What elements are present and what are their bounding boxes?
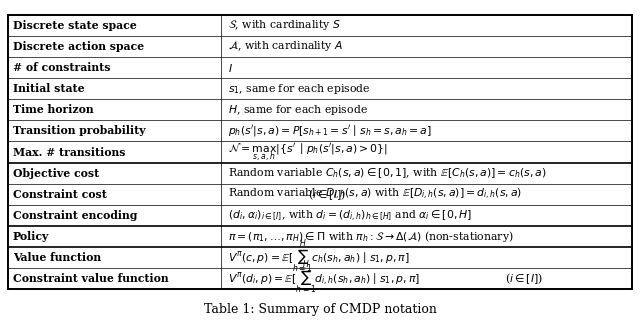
Text: Transition probability: Transition probability — [13, 126, 145, 136]
Text: $\mathcal{A}$, with cardinality $A$: $\mathcal{A}$, with cardinality $A$ — [228, 40, 344, 53]
Text: ($i \in [I]$): ($i \in [I]$) — [308, 187, 346, 202]
Text: $H$, same for each episode: $H$, same for each episode — [228, 103, 369, 117]
Text: $(d_i, \alpha_i)_{i \in [I]}$, with $d_i = (d_{i,h})_{h \in [H]}$ and $\alpha_i : $(d_i, \alpha_i)_{i \in [I]}$, with $d_i… — [228, 208, 473, 223]
Text: Constraint encoding: Constraint encoding — [13, 210, 137, 221]
Text: $\mathcal{S}$, with cardinality $S$: $\mathcal{S}$, with cardinality $S$ — [228, 18, 341, 32]
Text: $V^{\pi}(d_i,p) = \mathbb{E}[\sum_{h=1}^{H} d_{i,h}(s_h,a_h) \mid s_1, p, \pi]$: $V^{\pi}(d_i,p) = \mathbb{E}[\sum_{h=1}^… — [228, 260, 420, 297]
Text: ($i \in [I]$): ($i \in [I]$) — [505, 271, 543, 286]
Text: Constraint value function: Constraint value function — [13, 273, 168, 284]
Text: $\mathcal{N} = \max_{s,a,h} |\{s' \mid p_h(s'|s,a) > 0\}|$: $\mathcal{N} = \max_{s,a,h} |\{s' \mid p… — [228, 141, 388, 163]
Text: $s_1$, same for each episode: $s_1$, same for each episode — [228, 82, 371, 96]
Text: Random variable $C_h(s,a) \in [0,1]$, with $\mathbb{E}[C_h(s,a)] = c_h(s,a)$: Random variable $C_h(s,a) \in [0,1]$, wi… — [228, 166, 547, 180]
Text: Constraint cost: Constraint cost — [13, 189, 107, 200]
Text: $I$: $I$ — [228, 61, 234, 74]
Text: Initial state: Initial state — [13, 83, 84, 94]
Text: Time horizon: Time horizon — [13, 104, 93, 115]
Text: Value function: Value function — [13, 252, 101, 263]
Text: Policy: Policy — [13, 231, 49, 242]
Text: Table 1: Summary of CMDP notation: Table 1: Summary of CMDP notation — [204, 302, 436, 316]
Text: Objective cost: Objective cost — [13, 168, 99, 179]
Text: # of constraints: # of constraints — [13, 62, 110, 73]
Text: $V^{\pi}(c,p) = \mathbb{E}[\sum_{h=1}^{H} c_h(s_h,a_h) \mid s_1, p, \pi]$: $V^{\pi}(c,p) = \mathbb{E}[\sum_{h=1}^{H… — [228, 239, 410, 276]
Text: Max. # transitions: Max. # transitions — [13, 146, 125, 158]
Text: $\pi = (\pi_1, \ldots, \pi_H) \in \Pi$ with $\pi_h : \mathcal{S} \rightarrow \De: $\pi = (\pi_1, \ldots, \pi_H) \in \Pi$ w… — [228, 229, 514, 244]
Text: Discrete action space: Discrete action space — [13, 41, 144, 52]
Text: $p_h(s'|s,a) = P[s_{h+1} = s' \mid s_h = s, a_h = a]$: $p_h(s'|s,a) = P[s_{h+1} = s' \mid s_h =… — [228, 123, 433, 138]
Text: Random variable $D_{i,h}(s,a)$ with $\mathbb{E}[D_{i,h}(s,a)] = d_{i,h}(s,a)$: Random variable $D_{i,h}(s,a)$ with $\ma… — [228, 187, 523, 202]
Text: Discrete state space: Discrete state space — [13, 20, 136, 31]
